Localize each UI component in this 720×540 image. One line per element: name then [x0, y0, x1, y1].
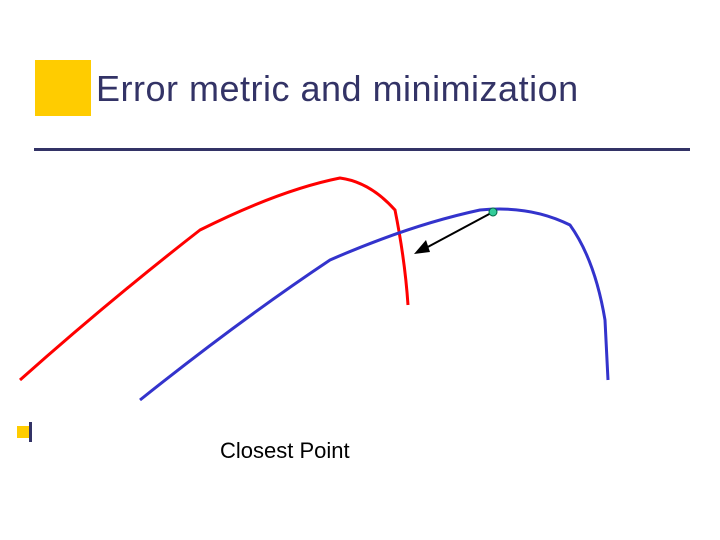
- red-curve: [20, 178, 408, 380]
- source-point-marker: [489, 208, 497, 216]
- diagram-canvas: [0, 0, 720, 540]
- blue-curve: [140, 209, 608, 400]
- closest-point-arrow-head: [414, 240, 430, 254]
- closest-point-arrow-line: [424, 212, 493, 249]
